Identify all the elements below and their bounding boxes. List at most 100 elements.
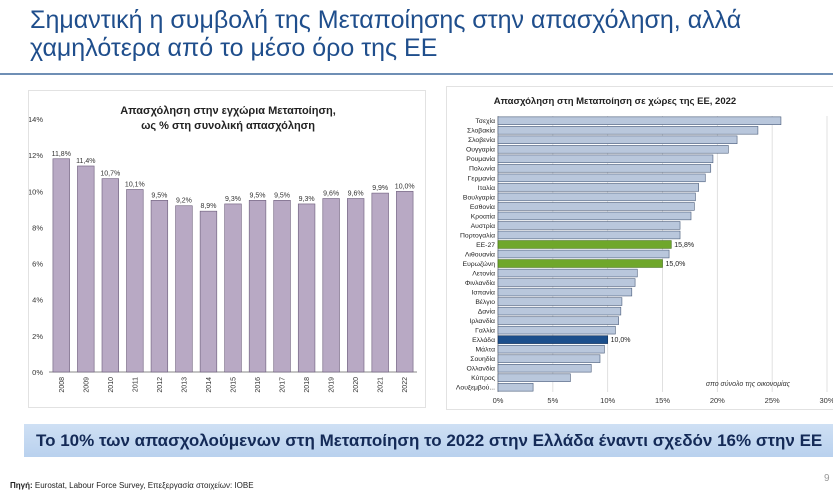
right-bar	[497, 354, 601, 363]
right-category-label: Εσθονία	[470, 203, 495, 211]
left-bar-label: 10,1%	[125, 181, 145, 188]
right-category-label: ΕΕ-27	[476, 242, 495, 249]
left-bar	[101, 178, 119, 373]
domestic-employment-chart: Απασχόληση στην εγχώρια Μεταποίηση, ως %…	[28, 105, 417, 393]
right-category-label: Λουξεμβού...	[456, 384, 495, 392]
right-bar	[497, 192, 696, 202]
right-category-label: Ρουμανία	[466, 155, 495, 163]
right-bar	[497, 344, 605, 354]
right-bar	[497, 383, 534, 392]
right-bar-label: 10,0%	[611, 337, 631, 344]
left-bar-label: 10,7%	[100, 171, 120, 178]
left-y-tick-label: 6%	[32, 260, 43, 269]
right-category-label: Μάλτα	[475, 346, 495, 354]
left-bar-label: 9,5%	[274, 192, 290, 199]
left-bar	[322, 198, 340, 373]
left-chart-title-line2: ως % στη συνολική απασχόληση	[141, 120, 315, 132]
right-bar	[497, 221, 681, 230]
left-y-tick-label: 12%	[29, 151, 43, 160]
right-bar	[497, 126, 759, 135]
right-x-tick-label: 15%	[655, 396, 670, 405]
right-bar	[497, 116, 782, 125]
right-bar	[497, 173, 706, 183]
right-x-tick-label: 30%	[819, 396, 833, 405]
left-x-tick-label: 2021	[378, 377, 385, 393]
source-note: Πηγή: Eurostat, Labour Force Survey, Επε…	[10, 481, 254, 490]
eu-countries-chart: Απασχόληση στη Μεταποίηση σε χώρες της Ε…	[456, 96, 833, 405]
left-bar	[199, 210, 218, 373]
right-category-label: Ιρλανδία	[470, 317, 496, 325]
right-x-tick-label: 20%	[710, 396, 725, 405]
right-bar	[497, 259, 663, 268]
left-x-tick-label: 2010	[108, 377, 115, 393]
page-number: 9	[824, 473, 830, 484]
left-bar	[150, 200, 169, 373]
left-y-tick-label: 14%	[29, 115, 43, 124]
title-divider	[0, 73, 833, 75]
right-category-label: Κροατία	[471, 212, 495, 220]
right-bar	[497, 249, 670, 259]
right-bar	[497, 325, 616, 335]
left-y-tick-label: 8%	[32, 223, 43, 232]
right-category-label: Γαλλία	[475, 327, 495, 335]
left-y-tick-label: 10%	[29, 187, 43, 196]
right-category-label: Ολλανδία	[466, 365, 495, 373]
page-title: Σημαντική η συμβολή της Μεταποίησης στην…	[30, 6, 742, 62]
right-bar	[497, 287, 633, 297]
right-bar	[497, 230, 681, 240]
left-x-tick-label: 2009	[83, 377, 90, 393]
right-bar	[497, 202, 695, 211]
left-bar	[371, 192, 389, 373]
right-bar	[497, 373, 571, 382]
right-category-label: Ιταλία	[478, 184, 495, 192]
left-bar-label: 9,6%	[323, 191, 339, 198]
left-bar-label: 10,0%	[395, 183, 415, 190]
right-category-label: Φινλανδία	[465, 279, 495, 287]
right-chart-annotation: σπο σύνολο της οικονομίας	[706, 380, 791, 388]
right-category-label: Λιθουανία	[465, 250, 495, 258]
left-x-tick-label: 2013	[181, 377, 188, 393]
eu-countries-chart-panel: Απασχόληση στη Μεταποίηση σε χώρες της Ε…	[446, 86, 833, 410]
left-x-tick-label: 2011	[132, 377, 139, 392]
right-bar	[497, 297, 623, 306]
left-bar-label: 11,4%	[76, 158, 95, 165]
left-bar-label: 9,3%	[299, 196, 315, 203]
right-category-label: Βέλγιο	[475, 298, 495, 306]
left-y-tick-label: 2%	[32, 332, 43, 341]
right-category-label: Ευρωζώνη	[463, 260, 496, 268]
left-bar	[175, 205, 193, 373]
right-category-label: Ουγγαρία	[466, 146, 495, 154]
left-x-tick-label: 2015	[231, 377, 238, 393]
left-x-tick-label: 2019	[329, 377, 336, 393]
right-bar	[497, 335, 608, 344]
right-bar	[497, 135, 738, 144]
source-text: Eurostat, Labour Force Survey, Επεξεργασ…	[32, 481, 254, 490]
left-bar-label: 9,3%	[225, 196, 241, 203]
right-bar-label: 15,8%	[674, 242, 694, 249]
left-chart-title-line1: Απασχόληση στην εγχώρια Μεταποίηση,	[120, 105, 336, 117]
right-category-label: Αυστρία	[471, 222, 496, 230]
left-bar	[248, 200, 267, 373]
right-category-label: Δανία	[478, 308, 495, 316]
right-bar	[497, 268, 638, 278]
right-bar	[497, 306, 622, 316]
left-bar	[396, 190, 414, 373]
right-x-tick-label: 25%	[765, 396, 780, 405]
right-bar	[497, 364, 592, 373]
left-bar-label: 8,9%	[200, 203, 216, 210]
left-bar-label: 11,8%	[52, 151, 71, 158]
left-x-tick-label: 2014	[206, 377, 213, 393]
right-bar	[497, 164, 712, 173]
left-bar-label: 9,6%	[348, 191, 364, 198]
right-x-tick-label: 0%	[493, 396, 504, 405]
right-category-label: Σλοβακία	[467, 127, 495, 135]
left-bars: 11,8% 2008 11,4% 2009 10,7% 2010 10,1% 2011 9,5%…	[52, 151, 415, 393]
left-bar	[347, 198, 365, 373]
left-bar-label: 9,9%	[372, 185, 388, 192]
right-category-label: Πολωνία	[469, 165, 495, 173]
left-bar	[297, 203, 316, 373]
source-label: Πηγή:	[10, 481, 33, 490]
right-bar-label: 15,0%	[666, 261, 686, 268]
right-x-tick-label: 10%	[600, 396, 615, 405]
left-x-tick-label: 2020	[353, 377, 360, 393]
